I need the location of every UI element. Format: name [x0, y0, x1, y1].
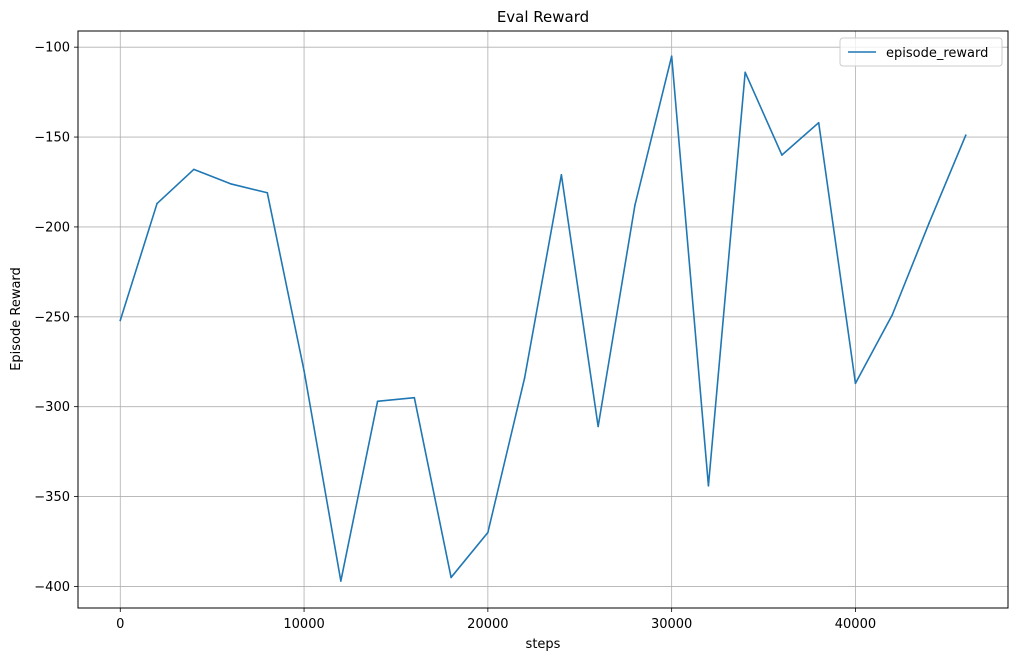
- data-point: [964, 134, 967, 137]
- series-layer: [119, 55, 967, 582]
- y-tick-label: −250: [34, 310, 70, 325]
- data-point: [928, 222, 930, 225]
- data-point: [229, 182, 232, 185]
- data-point: [376, 400, 379, 403]
- grid-lines: [78, 31, 1008, 608]
- data-point: [817, 121, 820, 124]
- data-point: [340, 580, 342, 582]
- y-tick-label: −150: [34, 131, 70, 146]
- y-tick-label: −400: [34, 580, 70, 595]
- data-point: [854, 382, 857, 385]
- legend-label-episode-reward: episode_reward: [886, 46, 988, 61]
- data-point: [413, 396, 416, 399]
- data-point: [707, 484, 710, 487]
- x-axis: 0 10000 20000 30000 40000: [116, 608, 876, 632]
- y-tick-label: −200: [34, 220, 70, 235]
- data-point: [597, 425, 599, 428]
- data-point: [670, 55, 673, 57]
- x-axis-label: steps: [526, 637, 561, 652]
- legend: episode_reward: [839, 37, 1003, 67]
- data-point: [744, 71, 746, 74]
- data-point: [523, 377, 526, 379]
- y-tick-label: −100: [34, 41, 70, 56]
- data-point: [450, 576, 452, 579]
- series-line-episode-reward: [119, 55, 967, 582]
- y-axis: −100 −150 −200 −250 −300 −350 −400: [34, 41, 78, 595]
- data-point: [781, 154, 783, 156]
- data-point: [560, 174, 563, 176]
- legend-box: [839, 37, 1003, 67]
- plot-area-frame: [77, 30, 1009, 609]
- data-point: [303, 369, 305, 372]
- x-tick-label: 30000: [651, 617, 692, 632]
- data-point: [891, 314, 894, 316]
- y-axis-label: Episode Reward: [9, 267, 24, 371]
- data-point: [487, 531, 489, 534]
- x-tick-label: 40000: [835, 617, 876, 632]
- chart-title: Eval Reward: [497, 8, 589, 26]
- x-tick-label: 10000: [283, 617, 324, 632]
- data-point: [156, 202, 158, 205]
- data-point: [266, 191, 269, 194]
- data-point: [634, 204, 636, 207]
- data-point: [119, 319, 122, 322]
- data-point: [192, 168, 195, 171]
- x-tick-label: 0: [116, 617, 124, 632]
- y-tick-label: −350: [34, 490, 70, 505]
- x-tick-label: 20000: [467, 617, 508, 632]
- y-tick-label: −300: [34, 400, 70, 415]
